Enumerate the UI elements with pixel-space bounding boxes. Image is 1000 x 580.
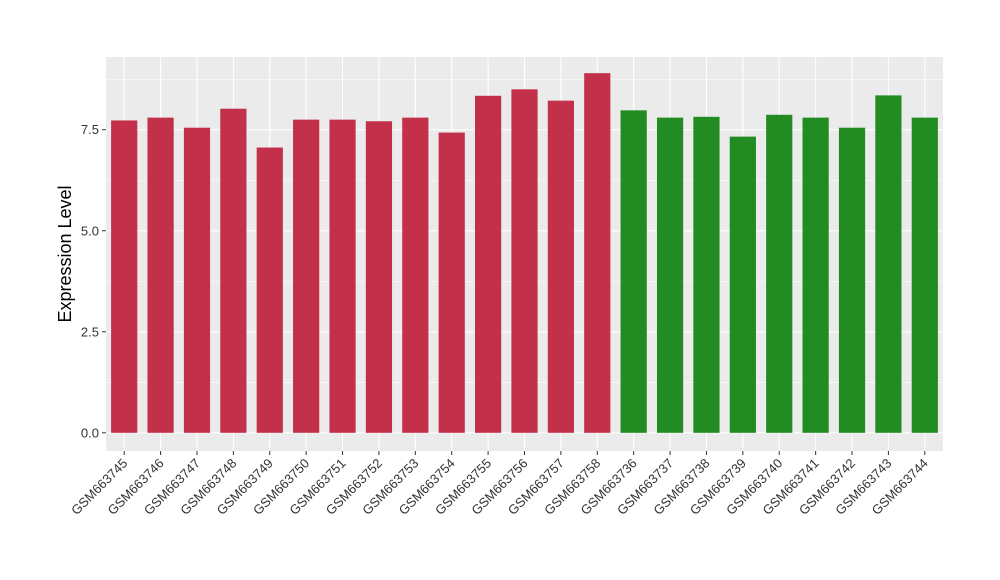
y-axis-title: Expression Level (55, 185, 75, 322)
y-tick-label: 7.5 (81, 122, 99, 137)
bar-gsm663745 (111, 120, 138, 433)
bar-gsm663741 (802, 117, 829, 433)
y-tick-label: 5.0 (81, 223, 99, 238)
bar-gsm663746 (147, 117, 174, 433)
bar-gsm663749 (256, 147, 283, 433)
bars (111, 73, 938, 433)
bar-gsm663737 (656, 117, 684, 433)
bar-gsm663747 (183, 127, 211, 433)
bar-gsm663752 (365, 121, 393, 433)
y-tick-label: 0.0 (81, 425, 99, 440)
bar-gsm663743 (875, 95, 902, 433)
bar-gsm663740 (766, 114, 793, 433)
bar-gsm663750 (293, 119, 320, 433)
bar-gsm663753 (402, 117, 429, 433)
bar-gsm663751 (329, 119, 356, 433)
bar-gsm663738 (693, 116, 720, 433)
y-axis: 0.0 2.5 5.0 7.5 (81, 122, 106, 440)
y-tick-label: 2.5 (81, 324, 99, 339)
bar-gsm663757 (547, 100, 574, 433)
bar-gsm663739 (729, 136, 756, 433)
bar-gsm663742 (838, 127, 866, 433)
bar-gsm663755 (475, 95, 502, 433)
bar-gsm663736 (620, 110, 647, 433)
bar-gsm663756 (511, 89, 538, 433)
bar-gsm663748 (220, 108, 247, 433)
bar-gsm663744 (911, 117, 938, 433)
bar-gsm663758 (584, 73, 611, 433)
x-axis: GSM663745GSM663746GSM663747GSM663748GSM6… (68, 451, 931, 518)
bar-gsm663754 (438, 132, 465, 433)
